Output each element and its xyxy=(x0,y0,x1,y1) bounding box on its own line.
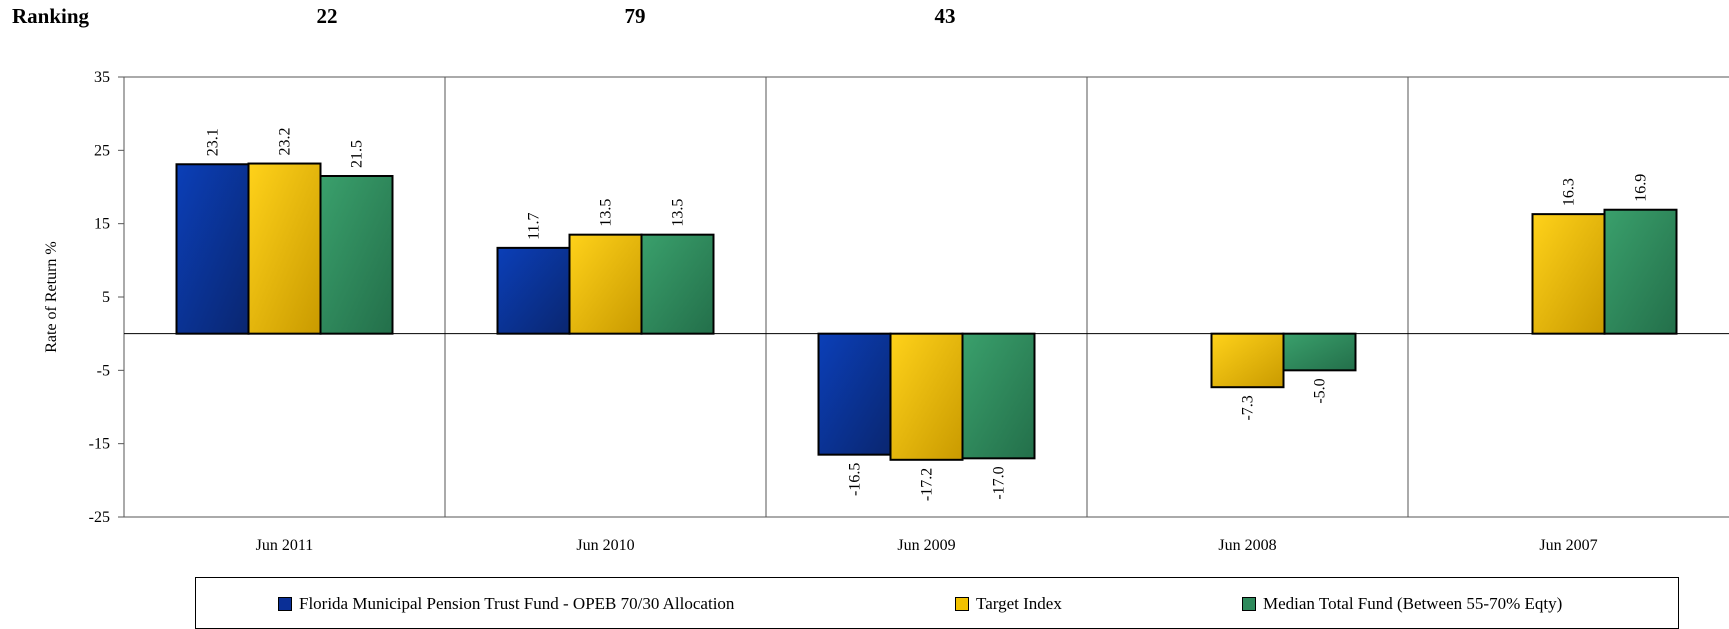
bar-value-label: -16.5 xyxy=(847,463,864,496)
bar-value-label: -7.3 xyxy=(1240,395,1257,420)
bar-value-label: 16.9 xyxy=(1633,174,1650,202)
y-axis-title: Rate of Return % xyxy=(43,241,60,353)
bar-value-label: 11.7 xyxy=(526,212,543,239)
ranking-label: Ranking xyxy=(12,4,90,28)
legend-swatch-target-index xyxy=(955,597,969,611)
bar xyxy=(319,175,394,335)
bar-value-label: 23.1 xyxy=(205,128,222,156)
x-category-label: Jun 2009 xyxy=(897,537,955,554)
bar xyxy=(961,332,1036,460)
bar xyxy=(1531,213,1606,335)
ranking-value-jun-2010: 79 xyxy=(624,4,646,28)
bar xyxy=(568,233,643,335)
bar-value-label: 21.5 xyxy=(349,140,366,168)
y-tick-label: 5 xyxy=(102,289,110,306)
bar xyxy=(247,162,322,335)
legend-label-median: Median Total Fund (Between 55-70% Eqty) xyxy=(1263,594,1563,613)
legend-label-fund: Florida Municipal Pension Trust Fund - O… xyxy=(299,594,735,613)
bar xyxy=(1282,332,1357,372)
bar xyxy=(817,332,892,456)
bar-value-label: -17.0 xyxy=(991,466,1008,499)
legend-swatch-fund xyxy=(278,597,292,611)
y-tick-label: -25 xyxy=(89,509,110,526)
y-tick-label: 35 xyxy=(94,69,110,86)
legend-swatch-median xyxy=(1242,597,1256,611)
x-category-label: Jun 2010 xyxy=(576,537,634,554)
y-tick-label: -15 xyxy=(89,436,110,453)
bar-value-label: -17.2 xyxy=(919,468,936,501)
legend-item-fund: Florida Municipal Pension Trust Fund - O… xyxy=(278,594,734,614)
ranking-value-jun-2009: 43 xyxy=(934,4,956,28)
bar-value-label: 13.5 xyxy=(598,199,615,227)
bar xyxy=(1603,208,1678,335)
x-category-label: Jun 2011 xyxy=(256,537,314,554)
legend-item-median: Median Total Fund (Between 55-70% Eqty) xyxy=(1242,594,1562,614)
bar xyxy=(175,163,250,335)
bar-value-label: 16.3 xyxy=(1561,178,1578,206)
bar xyxy=(889,332,964,461)
x-category-label: Jun 2007 xyxy=(1539,537,1597,554)
ranking-value-jun-2011: 22 xyxy=(316,4,338,28)
bar-value-label: 23.2 xyxy=(277,128,294,156)
returns-bar-chart: 35 25 15 5 -5 -15 -25 Rate of Return % Jun 2011 J… xyxy=(43,69,1729,554)
legend-item-target-index: Target Index xyxy=(955,594,1062,614)
y-tick-label: 15 xyxy=(94,216,110,233)
legend-label-target-index: Target Index xyxy=(976,594,1062,613)
y-tick-label: -5 xyxy=(97,362,110,379)
y-tick-label: 25 xyxy=(94,142,110,159)
bar xyxy=(640,233,715,335)
chart-legend: Florida Municipal Pension Trust Fund - O… xyxy=(195,577,1679,629)
bar xyxy=(496,246,571,335)
bar xyxy=(1210,332,1285,389)
bar-value-label: -5.0 xyxy=(1312,378,1329,403)
x-category-label: Jun 2008 xyxy=(1218,537,1276,554)
bar-value-label: 13.5 xyxy=(670,199,687,227)
ranking-row: Ranking 22 79 43 xyxy=(0,0,1729,40)
